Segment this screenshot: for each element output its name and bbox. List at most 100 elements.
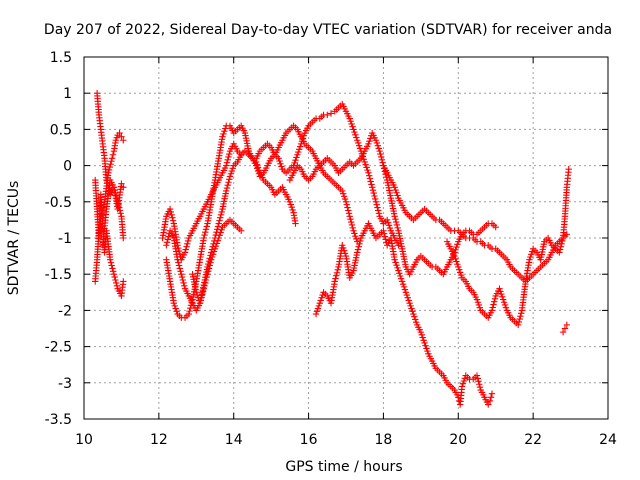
data-point: [367, 135, 374, 142]
data-point: [339, 244, 347, 252]
data-point: [378, 156, 386, 164]
data-point: [412, 316, 419, 323]
data-point: [211, 237, 218, 245]
chart-title: Day 207 of 2022, Sidereal Day-to-day VTE…: [44, 22, 612, 38]
y-tick-label: -1: [58, 231, 72, 247]
data-point: [109, 268, 117, 275]
data-point: [404, 294, 411, 301]
data-point: [454, 261, 461, 268]
data-point: [166, 205, 174, 213]
data-point: [210, 240, 217, 247]
data-point: [112, 279, 120, 287]
data-point: [407, 302, 414, 310]
data-point: [206, 255, 213, 262]
data-point: [333, 272, 340, 279]
data-point: [355, 243, 362, 250]
data-point: [422, 342, 429, 349]
y-axis-label: SDTVAR / TECUs: [6, 181, 22, 296]
data-point: [385, 222, 393, 229]
data-point: [366, 175, 374, 182]
data-point: [339, 242, 346, 249]
data-point: [419, 334, 426, 341]
data-points: [92, 90, 572, 408]
data-point: [366, 137, 373, 145]
data-point: [345, 207, 352, 214]
data-point: [202, 229, 209, 236]
data-point: [112, 276, 119, 284]
data-point: [371, 192, 378, 200]
data-point: [313, 308, 321, 315]
data-point: [184, 237, 192, 245]
data-point: [401, 286, 409, 293]
data-point: [253, 165, 261, 172]
data-point: [392, 218, 400, 226]
data-point: [374, 207, 382, 214]
data-point: [502, 304, 510, 311]
data-point: [356, 240, 363, 247]
data-point: [356, 145, 364, 152]
data-point: [412, 318, 420, 326]
series-trace-k: [286, 129, 499, 278]
data-point: [501, 301, 509, 309]
data-point: [223, 159, 231, 166]
data-point: [225, 179, 232, 186]
data-point: [391, 256, 398, 263]
data-point: [563, 321, 571, 329]
data-point: [459, 380, 467, 387]
data-point: [517, 310, 525, 317]
data-point: [424, 347, 431, 355]
data-point: [171, 302, 178, 310]
data-point: [384, 219, 392, 226]
data-point: [223, 187, 230, 195]
y-tick-label: -3: [58, 376, 72, 392]
data-point: [348, 120, 355, 128]
series-trace-n: [443, 166, 572, 329]
y-tick-label: 0.5: [50, 122, 72, 138]
data-point: [365, 140, 372, 148]
data-point: [382, 236, 389, 243]
data-point: [485, 401, 492, 408]
y-tick-label: -2: [58, 303, 72, 319]
data-point: [488, 390, 496, 397]
y-tick-label: 1.5: [50, 50, 72, 66]
data-point: [526, 256, 533, 263]
data-point: [514, 321, 522, 329]
data-point: [375, 145, 382, 152]
data-point: [208, 246, 216, 253]
data-point: [349, 123, 356, 130]
data-point: [167, 208, 175, 216]
data-point: [474, 299, 482, 306]
data-point: [254, 167, 262, 175]
data-point: [217, 214, 224, 221]
data-point: [120, 278, 127, 285]
data-point: [451, 252, 458, 260]
data-point: [109, 265, 116, 272]
series-trace-o: [559, 321, 571, 336]
data-point: [408, 305, 415, 312]
x-tick-label: 14: [225, 432, 243, 448]
data-point: [220, 130, 227, 138]
data-point: [343, 201, 350, 208]
data-point: [296, 146, 303, 153]
data-point: [180, 279, 187, 287]
data-point: [98, 210, 105, 217]
data-point: [300, 132, 308, 139]
data-point: [292, 156, 299, 164]
data-point: [353, 235, 360, 243]
data-point: [490, 301, 497, 308]
data-point: [175, 262, 183, 269]
data-point: [226, 173, 234, 180]
data-point: [473, 372, 481, 379]
data-point: [348, 221, 356, 229]
data-point: [453, 258, 460, 265]
data-point: [392, 215, 399, 223]
data-point: [487, 394, 495, 401]
data-point: [175, 259, 182, 266]
data-point: [226, 176, 233, 183]
data-point: [118, 180, 125, 187]
data-point: [182, 246, 190, 253]
data-point: [352, 232, 359, 240]
data-point: [113, 282, 121, 289]
data-point: [105, 166, 113, 174]
data-point: [315, 302, 323, 310]
